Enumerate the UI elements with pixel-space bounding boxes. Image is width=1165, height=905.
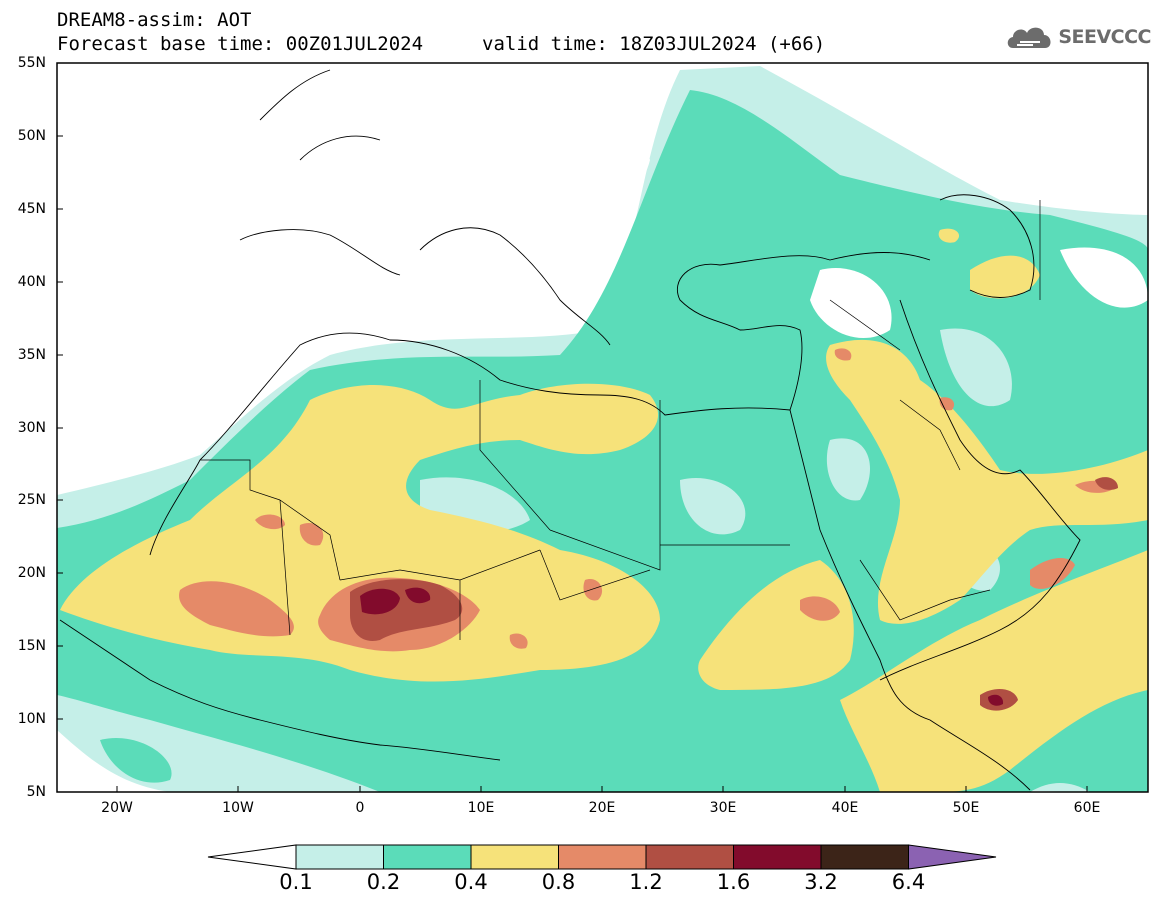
colorbar-label: 0.1 (279, 870, 313, 894)
cloud-icon (1008, 27, 1051, 48)
colorbar-bin-5 (645, 844, 734, 870)
lat-label: 10N (17, 711, 46, 727)
lat-label: 45N (17, 201, 46, 217)
colorbar-label: 1.6 (716, 870, 751, 894)
colorbar-label: 6.4 (891, 870, 926, 894)
lon-label: 20W (101, 800, 133, 816)
colorbar-label: 0.4 (454, 870, 488, 894)
lat-label: 20N (17, 565, 46, 581)
lon-label: 50E (952, 800, 980, 816)
colorbar-label: 0.2 (366, 870, 401, 894)
lon-label: 10E (467, 800, 495, 816)
lon-label: 20E (588, 800, 616, 816)
map-title: DREAM8-assim: AOT (57, 9, 252, 31)
colorbar-bin-2 (383, 844, 472, 870)
logo-text: SEEVCCC (1058, 26, 1151, 48)
colorbar-low-arrow (207, 844, 297, 870)
lat-label: 40N (17, 274, 46, 290)
coastlines (59, 69, 1081, 791)
aot-field-1.6 (360, 587, 1004, 706)
colorbar-label: 1.2 (629, 870, 663, 894)
forecast-base-time: Forecast base time: 00Z01JUL2024 (57, 33, 424, 55)
lon-label: 40E (831, 800, 859, 816)
lat-label: 55N (17, 55, 46, 71)
lat-label: 25N (17, 492, 46, 508)
lat-label: 15N (17, 638, 46, 654)
seevccc-logo: SEEVCCC (1005, 22, 1151, 52)
lon-label: 60E (1073, 800, 1101, 816)
colorbar-bin-3 (470, 844, 559, 870)
colorbar-bin-6 (733, 844, 822, 870)
lon-label: 0 (355, 800, 365, 816)
lat-label: 35N (17, 347, 46, 363)
lat-label: 5N (26, 784, 46, 800)
colorbar-bin-1 (295, 844, 384, 870)
colorbar-bin-4 (558, 844, 647, 870)
colorbar (207, 844, 997, 870)
colorbar-label: 3.2 (804, 870, 838, 894)
axis-ticks (57, 62, 1088, 792)
lat-label: 50N (17, 128, 46, 144)
lon-label: 10W (222, 800, 254, 816)
lat-label: 30N (17, 420, 46, 436)
lon-label: 30E (709, 800, 737, 816)
colorbar-label: 0.8 (541, 870, 576, 894)
aot-field-clear (553, 107, 1148, 339)
colorbar-high-arrow (908, 844, 997, 870)
valid-time: valid time: 18Z03JUL2024 (+66) (482, 33, 826, 55)
borders (200, 200, 1041, 640)
colorbar-bin-7 (820, 844, 909, 870)
